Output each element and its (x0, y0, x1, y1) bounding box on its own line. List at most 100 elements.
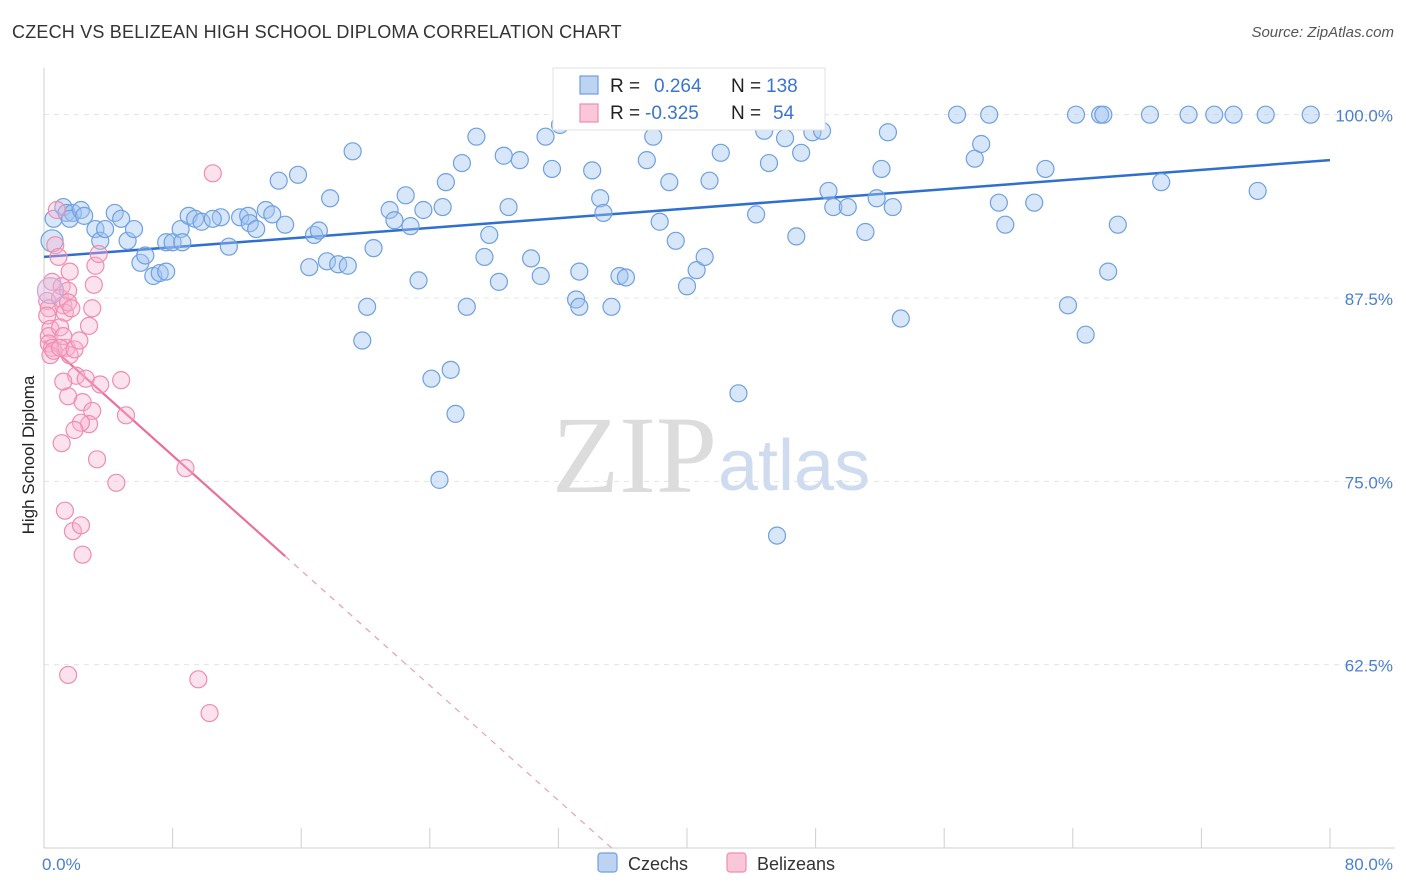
czech-point-97 (747, 205, 766, 224)
czech-point-135 (1248, 181, 1267, 201)
legend-r-czechs: 0.264 (654, 76, 702, 97)
czech-point-62 (430, 470, 449, 489)
legend-n-czechs: 138 (766, 76, 798, 97)
czech-point-60 (452, 153, 472, 173)
czech-point-122 (1036, 159, 1055, 179)
czech-point-88 (660, 173, 679, 192)
belizean-point-18 (60, 346, 79, 365)
czech-point-129 (1140, 105, 1160, 124)
belizean-point-32 (83, 299, 102, 318)
czech-points (40, 105, 1320, 545)
czech-point-119 (989, 193, 1008, 212)
belizean-point-37 (91, 375, 110, 394)
czech-point-22 (173, 233, 192, 252)
czech-point-127 (1108, 215, 1127, 234)
czech-point-70 (521, 249, 541, 268)
belizean-point-41 (65, 420, 84, 440)
czech-point-57 (436, 173, 455, 192)
legend-r-label-czechs: R = (610, 76, 640, 97)
belizean-point-40 (71, 413, 91, 432)
belizean-point-25 (47, 200, 66, 220)
czech-point-52 (401, 217, 420, 236)
czech-point-93 (700, 171, 719, 190)
czech-point-19 (157, 233, 176, 252)
czech-point-92 (695, 247, 714, 267)
legend-swatch-belizeans (579, 103, 599, 123)
czech-point-112 (878, 123, 898, 142)
czech-point-13 (124, 219, 144, 239)
czech-point-32 (247, 219, 266, 239)
czech-point-43 (329, 255, 348, 274)
belizean-cluster-point (36, 277, 65, 305)
czech-point-34 (263, 205, 282, 224)
czech-point-87 (650, 212, 669, 231)
legend-r-belizeans: -0.325 (645, 103, 699, 124)
czech-point-37 (288, 165, 308, 184)
belizean-point-42 (59, 387, 78, 406)
legend-n-label-czechs: N = (731, 76, 761, 97)
belizean-point-23 (62, 299, 81, 318)
czech-point-99 (759, 153, 779, 173)
belizean-point-50 (112, 371, 131, 390)
bottom-legend-belizeans: Belizeans (757, 854, 835, 874)
czech-point-84 (616, 268, 636, 287)
czech-point-66 (489, 272, 509, 291)
belizean-point-47 (71, 516, 91, 535)
belizean-point-53 (203, 164, 222, 183)
chart-title: CZECH VS BELIZEAN HIGH SCHOOL DIPLOMA CO… (12, 22, 622, 42)
czech-point-20 (163, 233, 182, 252)
czech-point-56 (433, 197, 452, 217)
czech-point-8 (91, 231, 110, 250)
czech-point-54 (414, 200, 433, 220)
czech-point-96 (729, 384, 748, 403)
czech-point-30 (239, 206, 258, 225)
legend-box: R = 0.264 N = 138 R = -0.325 N = 54 (552, 67, 826, 131)
bottom-legend: Czechs Belizeans (597, 852, 835, 874)
czech-point-123 (1066, 105, 1086, 124)
czech-point-73 (542, 159, 562, 179)
czech-point-12 (118, 231, 137, 250)
belizean-point-22 (59, 293, 78, 312)
belizean-point-11 (49, 247, 68, 267)
belizean-point-33 (84, 275, 103, 294)
belizean-point-20 (50, 338, 70, 357)
czech-point-132 (1205, 105, 1224, 124)
czech-point-45 (343, 142, 362, 161)
czech-point-7 (86, 219, 105, 239)
czech-point-40 (309, 221, 328, 240)
legend-n-label-belizeans: N = (731, 103, 761, 124)
czech-point-50 (385, 211, 404, 230)
czech-point-68 (499, 197, 518, 217)
belizean-trend-extension (284, 555, 616, 852)
belizean-point-38 (87, 450, 107, 469)
czech-point-15 (136, 246, 155, 265)
czech-point-27 (203, 209, 222, 228)
belizean-point-34 (86, 256, 105, 275)
belizean-point-52 (176, 459, 195, 478)
czech-point-25 (192, 212, 211, 231)
czech-point-86 (644, 127, 663, 146)
czech-point-6 (75, 206, 94, 225)
legend-n-belizeans: 54 (773, 103, 795, 124)
czech-point-72 (536, 127, 555, 146)
czech-point-126 (1094, 105, 1113, 124)
belizean-point-43 (54, 372, 73, 391)
belizean-point-31 (79, 316, 99, 335)
czech-point-128 (1099, 262, 1118, 281)
czech-point-67 (494, 146, 513, 165)
czech-point-131 (1179, 105, 1198, 124)
x-tick-min: 0.0% (42, 855, 81, 874)
legend-swatch-czechs (579, 75, 599, 95)
czech-point-89 (666, 231, 685, 250)
belizean-point-27 (70, 331, 89, 350)
czech-point-107 (824, 197, 843, 217)
czech-point-106 (819, 181, 838, 201)
czech-point-103 (792, 143, 811, 162)
watermark: ZIP atlas (552, 394, 870, 516)
czech-point-75 (570, 262, 589, 281)
czech-point-120 (996, 215, 1015, 234)
czech-point-82 (610, 266, 629, 286)
belizean-point-51 (116, 406, 136, 425)
czech-point-108 (838, 197, 857, 217)
